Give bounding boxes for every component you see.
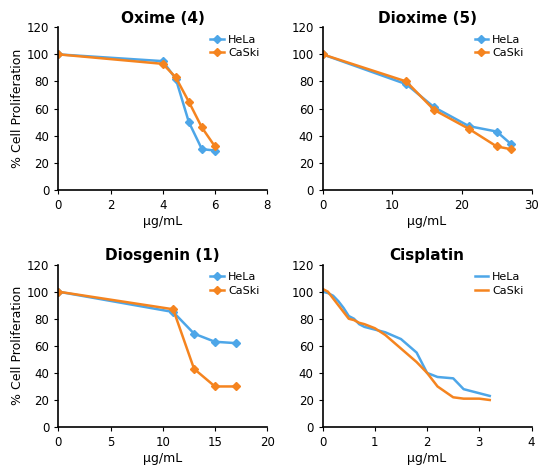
CaSki xyxy=(345,316,352,322)
HeLa xyxy=(320,289,326,295)
CaSki xyxy=(233,384,239,389)
HeLa xyxy=(356,321,362,327)
HeLa xyxy=(160,58,166,64)
CaSki xyxy=(476,396,482,401)
CaSki xyxy=(450,395,456,400)
HeLa xyxy=(507,141,514,147)
CaSki xyxy=(403,79,410,84)
CaSki xyxy=(356,320,362,326)
HeLa xyxy=(372,327,378,332)
CaSki xyxy=(424,370,431,376)
CaSki xyxy=(324,289,331,295)
HeLa xyxy=(330,293,337,298)
HeLa xyxy=(324,290,331,296)
HeLa xyxy=(199,146,205,152)
CaSki xyxy=(340,309,347,315)
CaSki xyxy=(434,384,441,389)
HeLa xyxy=(486,393,493,399)
HeLa xyxy=(55,289,62,295)
HeLa xyxy=(340,305,347,311)
CaSki xyxy=(335,302,342,308)
HeLa xyxy=(212,148,218,153)
CaSki xyxy=(160,61,166,67)
HeLa xyxy=(434,374,441,380)
CaSki xyxy=(173,75,179,80)
HeLa xyxy=(414,350,420,356)
X-axis label: μg/mL: μg/mL xyxy=(143,452,183,465)
CaSki xyxy=(493,144,500,149)
HeLa xyxy=(170,309,177,315)
CaSki xyxy=(351,317,358,323)
CaSki xyxy=(212,144,218,149)
CaSki xyxy=(199,125,205,130)
HeLa xyxy=(493,129,500,134)
Line: HeLa: HeLa xyxy=(323,292,490,396)
Legend: HeLa, CaSki: HeLa, CaSki xyxy=(208,270,262,298)
Line: HeLa: HeLa xyxy=(56,289,239,346)
HeLa xyxy=(212,339,218,345)
CaSki xyxy=(398,346,404,351)
HeLa xyxy=(345,313,352,319)
Line: CaSki: CaSki xyxy=(320,51,513,152)
Y-axis label: % Cell Proliferation: % Cell Proliferation xyxy=(11,49,24,168)
Line: CaSki: CaSki xyxy=(56,289,239,389)
CaSki xyxy=(460,396,467,401)
HeLa xyxy=(460,387,467,392)
HeLa xyxy=(233,340,239,346)
Title: Dioxime (5): Dioxime (5) xyxy=(378,11,477,26)
HeLa xyxy=(320,51,326,57)
CaSki xyxy=(372,326,378,331)
Legend: HeLa, CaSki: HeLa, CaSki xyxy=(472,270,526,298)
Line: HeLa: HeLa xyxy=(320,51,513,147)
CaSki xyxy=(431,107,437,113)
X-axis label: μg/mL: μg/mL xyxy=(408,452,447,465)
HeLa xyxy=(335,298,342,304)
CaSki xyxy=(212,384,218,389)
CaSki xyxy=(55,51,62,57)
HeLa xyxy=(173,76,179,81)
CaSki xyxy=(55,289,62,295)
HeLa xyxy=(403,81,410,87)
CaSki xyxy=(486,397,493,403)
HeLa xyxy=(55,51,62,57)
CaSki xyxy=(320,286,326,292)
CaSki xyxy=(507,146,514,152)
HeLa xyxy=(450,376,456,381)
Title: Oxime (4): Oxime (4) xyxy=(121,11,205,26)
CaSki xyxy=(414,359,420,365)
HeLa xyxy=(382,329,389,335)
HeLa xyxy=(424,370,431,376)
CaSki xyxy=(191,366,197,372)
CaSki xyxy=(465,126,472,132)
HeLa xyxy=(185,119,192,125)
HeLa xyxy=(351,316,358,322)
Legend: HeLa, CaSki: HeLa, CaSki xyxy=(472,33,526,60)
Line: CaSki: CaSki xyxy=(323,289,490,400)
HeLa xyxy=(431,104,437,110)
CaSki xyxy=(185,99,192,105)
CaSki xyxy=(320,51,326,57)
Line: CaSki: CaSki xyxy=(56,51,218,149)
CaSki xyxy=(330,296,337,301)
Line: HeLa: HeLa xyxy=(56,51,218,153)
CaSki xyxy=(170,307,177,312)
X-axis label: μg/mL: μg/mL xyxy=(408,215,447,228)
CaSki xyxy=(382,332,389,338)
HeLa xyxy=(361,324,368,330)
Y-axis label: % Cell Proliferation: % Cell Proliferation xyxy=(11,286,24,406)
HeLa xyxy=(465,123,472,129)
Title: Cisplatin: Cisplatin xyxy=(389,248,465,263)
Title: Diosgenin (1): Diosgenin (1) xyxy=(106,248,220,263)
Legend: HeLa, CaSki: HeLa, CaSki xyxy=(208,33,262,60)
CaSki xyxy=(361,321,368,327)
HeLa xyxy=(476,390,482,396)
HeLa xyxy=(191,331,197,337)
X-axis label: μg/mL: μg/mL xyxy=(143,215,183,228)
HeLa xyxy=(398,336,404,342)
